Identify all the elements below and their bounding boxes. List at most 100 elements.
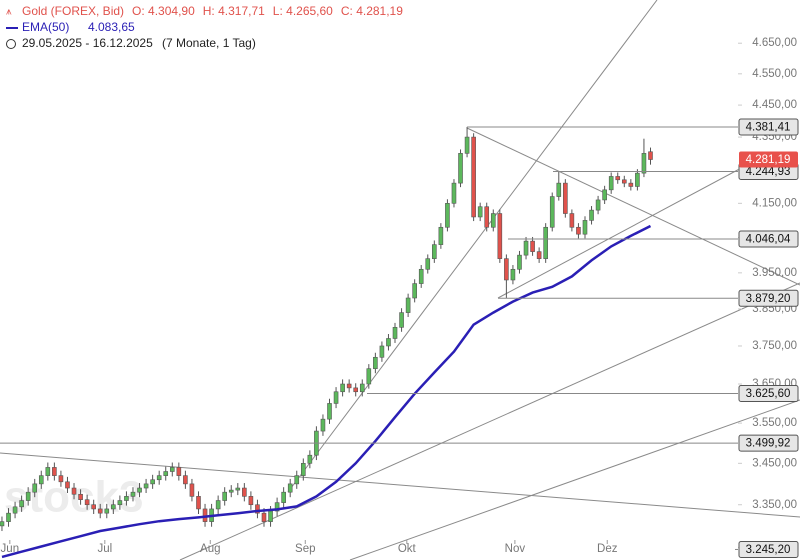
candle-body	[25, 491, 31, 501]
candle-body	[268, 510, 273, 522]
candle-body	[228, 489, 234, 493]
level-label: 3.245,20	[746, 544, 791, 556]
candle-body	[438, 226, 444, 245]
x-tick-label: Dez	[597, 543, 618, 555]
y-tick-label: 3.450,00	[752, 457, 797, 469]
ohlc-label: H: 4.317,71	[203, 4, 265, 18]
level-box	[738, 384, 799, 402]
x-tick-label: Aug	[200, 543, 220, 555]
candle-body	[261, 512, 267, 522]
y-tick-label: 4.150,00	[752, 197, 797, 209]
candle-body	[301, 463, 306, 476]
candle-body	[274, 502, 280, 512]
candle-body	[124, 496, 129, 501]
last-price-label: 4.281,19	[746, 154, 791, 166]
candle-body	[78, 493, 83, 500]
candle-body	[648, 151, 653, 160]
candle-body	[104, 508, 110, 514]
candle-body	[58, 475, 64, 483]
candle-body	[169, 467, 175, 472]
candle-body	[432, 244, 437, 259]
candle-body	[641, 153, 647, 174]
candle-body	[287, 483, 293, 493]
candle-body	[45, 467, 51, 476]
candle-body	[32, 483, 38, 493]
level-box	[738, 434, 799, 452]
candle-body	[484, 206, 490, 228]
candle-body	[569, 213, 575, 228]
ohlc-label: C: 4.281,19	[341, 4, 403, 18]
candle-body	[333, 391, 339, 404]
y-tick-label: 3.950,00	[752, 267, 797, 279]
candle-body	[183, 475, 188, 485]
legend-name: EMA(50)	[22, 20, 69, 34]
candle-body	[327, 403, 332, 420]
candle-body	[543, 226, 548, 259]
level-label: 3.499,92	[746, 438, 791, 450]
x-tick-label: Sep	[295, 543, 315, 555]
candle-body	[19, 500, 24, 508]
instrument-title: Gold (FOREX, Bid)	[22, 4, 124, 18]
candle-body	[477, 206, 483, 218]
x-tick-label: Jun	[1, 543, 20, 555]
candle-body	[536, 251, 542, 259]
candle-body	[202, 508, 208, 522]
level-box	[738, 540, 799, 558]
candle-body	[399, 312, 404, 328]
candle-body	[392, 327, 398, 339]
x-tick-label: Okt	[398, 543, 417, 555]
candle-body	[386, 338, 391, 347]
level-box	[738, 289, 799, 307]
candle-body	[137, 487, 142, 493]
candle-body	[248, 496, 254, 506]
candle-body	[595, 199, 601, 211]
x-tick-label: Jul	[97, 543, 112, 555]
period: 29.05.2025 - 16.12.2025	[22, 36, 153, 50]
ema-line	[1, 224, 652, 559]
candle-body	[379, 345, 385, 358]
candle-body	[353, 387, 359, 393]
candle-body	[458, 153, 463, 184]
candle-body	[320, 418, 326, 432]
period-detail: (7 Monate, 1 Tag)	[162, 36, 256, 50]
level-label: 4.046,04	[746, 234, 791, 246]
candle-body	[150, 479, 155, 485]
candle-body	[6, 512, 11, 522]
trend-line	[0, 452, 800, 518]
candle-body	[504, 258, 509, 281]
candle-body	[589, 209, 594, 221]
candle-body	[615, 176, 621, 181]
y-tick-label: 4.650,00	[752, 37, 797, 49]
candle-body	[563, 182, 568, 214]
candle-body	[143, 483, 149, 489]
level-label: 4.381,41	[746, 121, 791, 133]
candle-body	[111, 504, 116, 510]
level-box	[738, 118, 799, 136]
candle-body	[346, 383, 352, 389]
candle-body	[471, 136, 476, 218]
level-label: 4.244,93	[746, 166, 791, 178]
level-box	[738, 230, 799, 248]
candle-body	[451, 182, 457, 204]
candle-body	[517, 254, 522, 270]
candle-body	[405, 297, 411, 313]
last-price-box	[739, 151, 798, 168]
ohlc-label: L: 4.265,60	[273, 4, 333, 18]
candle-body	[281, 491, 286, 503]
y-tick-label: 4.450,00	[752, 99, 797, 111]
candle-body	[464, 136, 470, 154]
candle-body	[628, 182, 634, 187]
candle-body	[635, 172, 640, 187]
candle-body	[608, 176, 614, 191]
candle-body	[602, 189, 607, 201]
candle-body	[156, 475, 162, 481]
candle-body	[307, 454, 313, 464]
trend-line	[497, 157, 761, 299]
candle-body	[576, 226, 581, 235]
trend-line	[287, 0, 658, 493]
candle-body	[549, 196, 555, 228]
level-label: 3.625,60	[746, 388, 791, 400]
candle-body	[582, 220, 588, 235]
candle-body	[556, 182, 562, 197]
